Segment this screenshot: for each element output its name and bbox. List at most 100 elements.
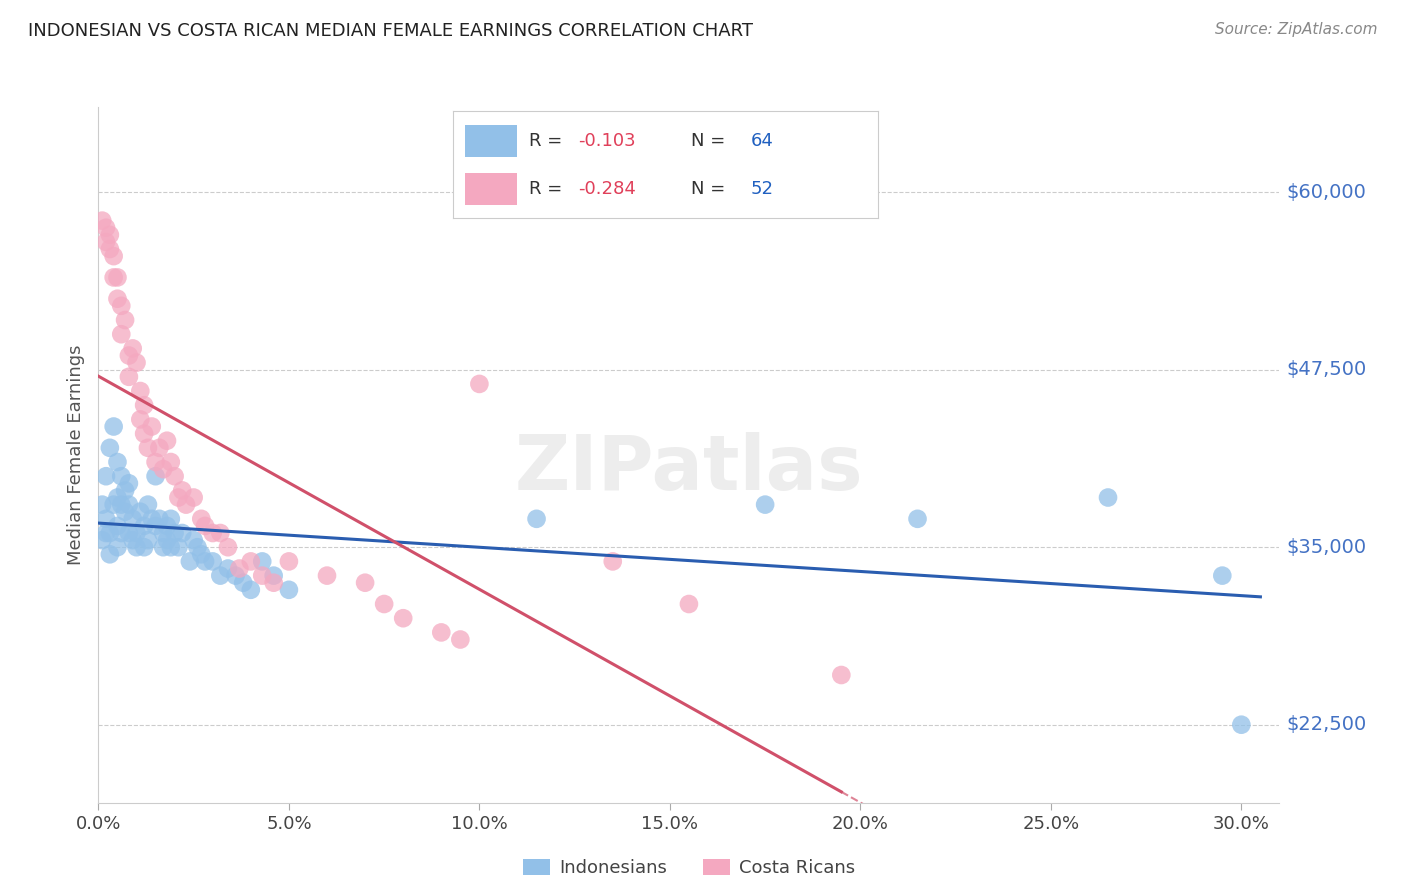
Point bbox=[91, 213, 114, 227]
Point bbox=[373, 597, 395, 611]
Point bbox=[201, 526, 224, 541]
Point bbox=[163, 469, 186, 483]
Point bbox=[354, 575, 377, 590]
Point bbox=[118, 526, 141, 541]
Point bbox=[152, 540, 174, 554]
Point bbox=[228, 561, 250, 575]
Point bbox=[118, 369, 141, 384]
Text: ZIPatlas: ZIPatlas bbox=[515, 432, 863, 506]
Point bbox=[602, 554, 624, 568]
Point bbox=[114, 505, 136, 519]
Point bbox=[129, 412, 152, 426]
Point bbox=[148, 441, 170, 455]
Point bbox=[118, 498, 141, 512]
Point bbox=[110, 498, 132, 512]
Point bbox=[1211, 568, 1233, 582]
Point bbox=[156, 519, 179, 533]
Point bbox=[179, 554, 201, 568]
Point bbox=[1230, 717, 1253, 731]
Point bbox=[225, 568, 247, 582]
Point bbox=[103, 270, 125, 285]
Point bbox=[172, 526, 194, 541]
Point bbox=[129, 384, 152, 398]
Point bbox=[148, 512, 170, 526]
Point bbox=[316, 568, 339, 582]
Point bbox=[239, 582, 262, 597]
Point bbox=[98, 441, 121, 455]
Legend: Indonesians, Costa Ricans: Indonesians, Costa Ricans bbox=[516, 852, 862, 884]
Point bbox=[430, 625, 453, 640]
Text: $35,000: $35,000 bbox=[1286, 538, 1367, 557]
Point bbox=[103, 249, 125, 263]
Y-axis label: Median Female Earnings: Median Female Earnings bbox=[66, 344, 84, 566]
Text: $22,500: $22,500 bbox=[1286, 715, 1367, 734]
Point bbox=[754, 498, 776, 512]
Point bbox=[201, 554, 224, 568]
Point bbox=[152, 526, 174, 541]
Point bbox=[136, 441, 159, 455]
Point bbox=[263, 575, 285, 590]
Point bbox=[110, 526, 132, 541]
Point bbox=[98, 227, 121, 242]
Point bbox=[145, 455, 167, 469]
Point bbox=[145, 519, 167, 533]
Point bbox=[217, 561, 239, 575]
Point bbox=[190, 547, 212, 561]
Point bbox=[134, 398, 156, 412]
Point bbox=[141, 512, 163, 526]
Point bbox=[110, 299, 132, 313]
Point bbox=[163, 526, 186, 541]
Point bbox=[209, 568, 232, 582]
Point bbox=[94, 220, 117, 235]
Point bbox=[217, 540, 239, 554]
Point bbox=[91, 498, 114, 512]
Point bbox=[159, 455, 181, 469]
Point bbox=[114, 483, 136, 498]
Point bbox=[252, 554, 274, 568]
Point bbox=[134, 540, 156, 554]
Point bbox=[125, 540, 148, 554]
Point bbox=[94, 235, 117, 249]
Point bbox=[183, 533, 205, 548]
Text: $60,000: $60,000 bbox=[1286, 183, 1367, 202]
Point bbox=[94, 526, 117, 541]
Point bbox=[98, 526, 121, 541]
Point bbox=[159, 512, 181, 526]
Point bbox=[186, 540, 208, 554]
Point bbox=[172, 483, 194, 498]
Point bbox=[136, 498, 159, 512]
Text: INDONESIAN VS COSTA RICAN MEDIAN FEMALE EARNINGS CORRELATION CHART: INDONESIAN VS COSTA RICAN MEDIAN FEMALE … bbox=[28, 22, 754, 40]
Text: Source: ZipAtlas.com: Source: ZipAtlas.com bbox=[1215, 22, 1378, 37]
Point bbox=[194, 519, 217, 533]
Point bbox=[134, 426, 156, 441]
Point bbox=[468, 376, 491, 391]
Point bbox=[118, 476, 141, 491]
Point bbox=[107, 519, 129, 533]
Point bbox=[167, 491, 190, 505]
Point bbox=[118, 349, 141, 363]
Point bbox=[121, 533, 143, 548]
Point bbox=[252, 568, 274, 582]
Point bbox=[263, 568, 285, 582]
Point bbox=[141, 419, 163, 434]
Point bbox=[1097, 491, 1119, 505]
Point bbox=[190, 512, 212, 526]
Point bbox=[449, 632, 471, 647]
Point bbox=[392, 611, 415, 625]
Point bbox=[94, 469, 117, 483]
Point bbox=[134, 519, 156, 533]
Point bbox=[156, 533, 179, 548]
Point bbox=[678, 597, 700, 611]
Point bbox=[183, 491, 205, 505]
Point bbox=[209, 526, 232, 541]
Point bbox=[194, 554, 217, 568]
Point bbox=[129, 505, 152, 519]
Point bbox=[103, 419, 125, 434]
Point bbox=[103, 498, 125, 512]
Point bbox=[110, 469, 132, 483]
Point bbox=[156, 434, 179, 448]
Point bbox=[98, 242, 121, 256]
Point bbox=[125, 526, 148, 541]
Point bbox=[107, 270, 129, 285]
Point bbox=[907, 512, 929, 526]
